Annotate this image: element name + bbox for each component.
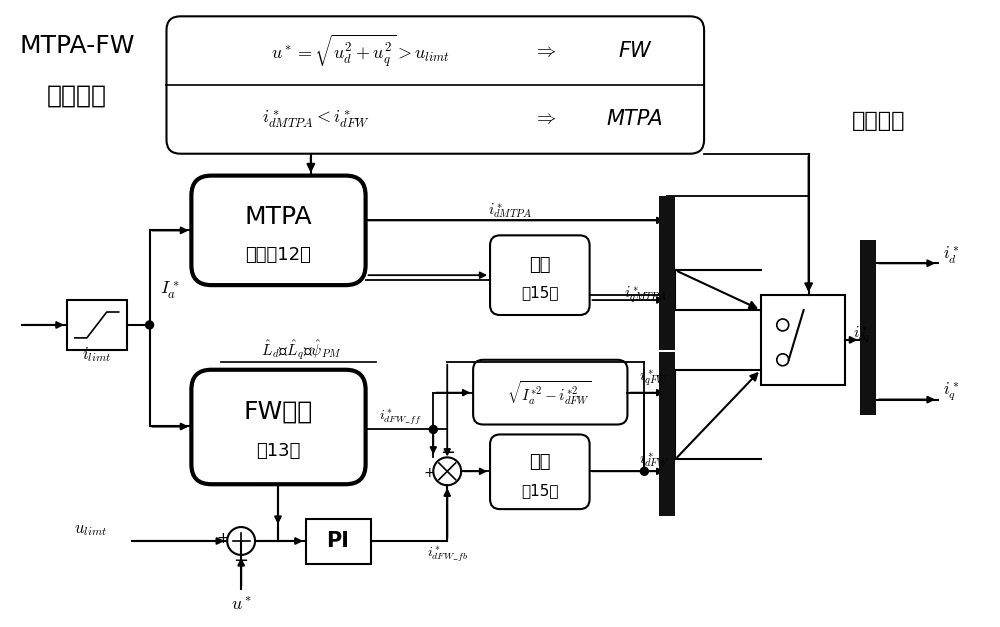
Text: 公式: 公式 [529, 256, 551, 274]
Text: $i^*_{dq}$: $i^*_{dq}$ [853, 325, 871, 345]
Text: $i_{limt}$: $i_{limt}$ [82, 345, 111, 364]
FancyBboxPatch shape [191, 370, 366, 484]
Text: 切换信号: 切换信号 [852, 111, 905, 131]
Text: $u_{limt}$: $u_{limt}$ [74, 520, 107, 538]
Text: $u^* = \sqrt{u_d^2 + u_q^2} > u_{limt}$: $u^* = \sqrt{u_d^2 + u_q^2} > u_{limt}$ [271, 33, 450, 69]
Text: MTPA: MTPA [606, 109, 663, 129]
Text: $\hat{L}_d$、$\hat{L}_q$、$\hat{\psi}_{PM}$: $\hat{L}_d$、$\hat{L}_q$、$\hat{\psi}_{PM}… [261, 338, 341, 362]
Text: （15）: （15） [521, 483, 559, 498]
Text: 公式（12）: 公式（12） [245, 246, 311, 264]
Text: $i^*_{qFW}$: $i^*_{qFW}$ [639, 367, 669, 388]
Text: −: − [234, 552, 249, 570]
Text: $i^*_{dFW\_ff}$: $i^*_{dFW\_ff}$ [379, 408, 422, 428]
Text: $i^*_{dMTPA} < i^*_{dFW}$: $i^*_{dMTPA} < i^*_{dFW}$ [262, 108, 370, 130]
FancyBboxPatch shape [490, 435, 590, 509]
Text: $\Rightarrow$: $\Rightarrow$ [533, 109, 557, 129]
Text: +: + [424, 466, 435, 480]
FancyBboxPatch shape [191, 176, 366, 285]
Bar [659, 196, 675, 350]
FancyBboxPatch shape [473, 360, 627, 424]
Bar [306, 519, 371, 564]
Bar [659, 352, 675, 516]
Text: （15）: （15） [521, 285, 559, 300]
FancyBboxPatch shape [490, 235, 590, 315]
FancyBboxPatch shape [166, 16, 704, 154]
Text: $i^*_q$: $i^*_q$ [943, 380, 960, 403]
Text: +: + [217, 532, 230, 547]
Circle shape [146, 321, 154, 329]
Text: FW: FW [618, 41, 651, 61]
Bar [860, 240, 876, 414]
Text: $i^*_{dFW\_fb}$: $i^*_{dFW\_fb}$ [427, 544, 468, 564]
Text: PI: PI [326, 531, 349, 551]
Text: $\Rightarrow$: $\Rightarrow$ [533, 41, 557, 61]
Text: $\sqrt{I_a^{*2} - i_{dFW}^{*2}}$: $\sqrt{I_a^{*2} - i_{dFW}^{*2}}$ [507, 379, 592, 406]
Text: $i^*_{dFW}$: $i^*_{dFW}$ [639, 450, 670, 469]
Bar [761, 295, 845, 385]
Text: MTPA: MTPA [244, 206, 312, 229]
Bar [67, 300, 127, 350]
Text: $i^*_{dMTPA}$: $i^*_{dMTPA}$ [488, 201, 532, 220]
Text: $I^*_a$: $I^*_a$ [160, 279, 179, 301]
Text: 公式: 公式 [529, 453, 551, 472]
Text: （13）: （13） [256, 443, 300, 460]
Text: $i^*_d$: $i^*_d$ [943, 245, 960, 266]
Circle shape [640, 467, 648, 475]
Text: FW公式: FW公式 [243, 399, 313, 424]
Text: −: − [440, 445, 455, 462]
Text: 切换算法: 切换算法 [47, 84, 107, 108]
Text: $u^*$: $u^*$ [231, 597, 252, 614]
Circle shape [429, 426, 437, 433]
Text: MTPA-FW: MTPA-FW [19, 34, 135, 58]
Text: $i^*_{qMTPA}$: $i^*_{qMTPA}$ [624, 285, 668, 305]
